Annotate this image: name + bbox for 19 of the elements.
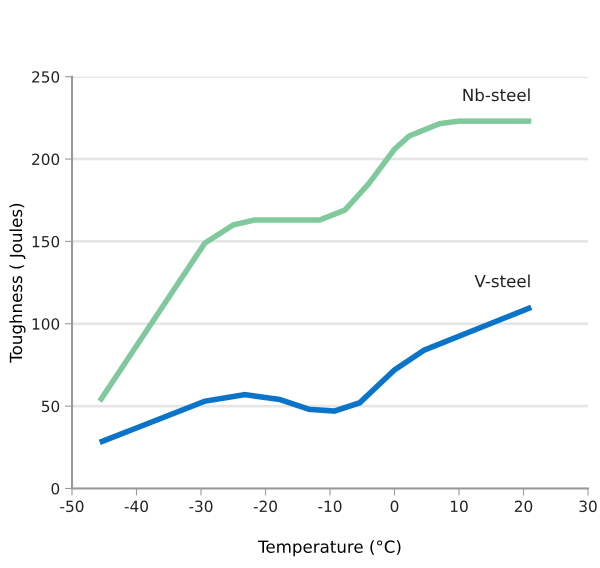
x-tick-label: 10: [450, 500, 468, 512]
x-tick-label: 30: [579, 500, 597, 512]
x-tick-label: 20: [514, 500, 532, 512]
y-tick-label: 0: [51, 482, 60, 494]
series-label: V-steel: [474, 274, 530, 288]
y-tick-label: 100: [32, 318, 60, 330]
x-axis-title: Temperature (°C): [258, 540, 400, 556]
y-axis-title: Toughness ( Joules): [9, 204, 26, 363]
y-tick-label: 50: [42, 400, 60, 412]
x-tick-label: -30: [189, 500, 212, 512]
x-tick-label: -20: [254, 500, 277, 512]
y-tick-label: 250: [32, 71, 60, 83]
x-tick-label: -50: [60, 500, 84, 512]
y-tick-label: 200: [32, 154, 60, 166]
y-tick-label: 150: [32, 236, 60, 248]
series-label: Nb-steel: [463, 88, 530, 102]
x-tick-label: 0: [390, 500, 398, 512]
x-tick-label: -40: [124, 500, 148, 512]
x-tick-label: -10: [318, 500, 342, 512]
